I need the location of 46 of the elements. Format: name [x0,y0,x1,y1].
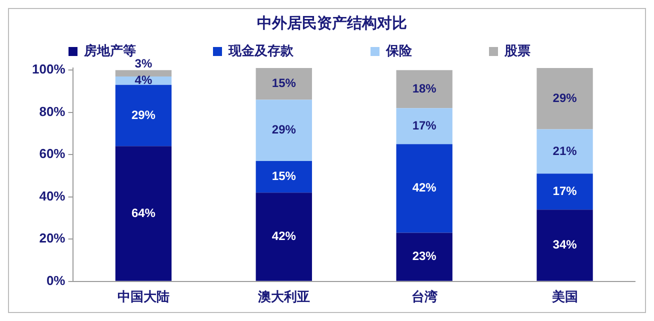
data-label: 64% [131,206,156,220]
data-label: 15% [272,76,296,90]
data-label: 18% [412,81,437,96]
data-label: 23% [412,249,437,264]
bar [256,160,312,193]
data-label: 17% [552,184,578,198]
data-label: 29% [272,122,296,137]
bar [536,210,593,281]
data-label: 21% [552,144,578,158]
data-label: 3% [134,56,152,70]
y-tick-label: 40% [39,188,66,204]
data-label: 17% [412,118,437,132]
bar [396,108,452,144]
bar [396,144,452,233]
data-label: 29% [131,108,156,122]
data-label: 42% [412,180,437,195]
legend-label: 保险 [385,43,477,58]
data-label: 42% [272,229,296,244]
bar [256,192,312,281]
bar [115,70,172,76]
legend-label: 股票 [504,43,596,58]
bar [115,146,172,281]
bar [536,174,593,210]
x-tick-label: 台湾 [411,288,438,304]
x-tick-label: 中国大陆 [117,288,170,304]
x-tick-label: 美国 [550,288,578,304]
bar [115,84,172,146]
y-tick-label: 20% [39,230,66,246]
legend-label: 现金及存款 [228,43,358,58]
bar [256,100,312,161]
data-label: 34% [552,238,578,252]
bar [396,232,452,281]
legend-label: 房地产等 [83,43,201,58]
bar [536,129,593,174]
y-tick-label: 100% [32,62,66,77]
x-tick-label: 澳大利亚 [256,288,310,304]
bar [256,68,312,100]
data-label: 4% [134,72,152,87]
data-label: 29% [552,90,578,105]
chart-title: 中外居民资产结构对比 [257,15,407,32]
y-tick-label: 60% [39,146,66,162]
bar [536,68,593,130]
y-tick-label: 80% [39,104,66,119]
bar [396,70,452,108]
y-tick-label: 0% [46,272,66,288]
data-label: 15% [272,169,296,184]
